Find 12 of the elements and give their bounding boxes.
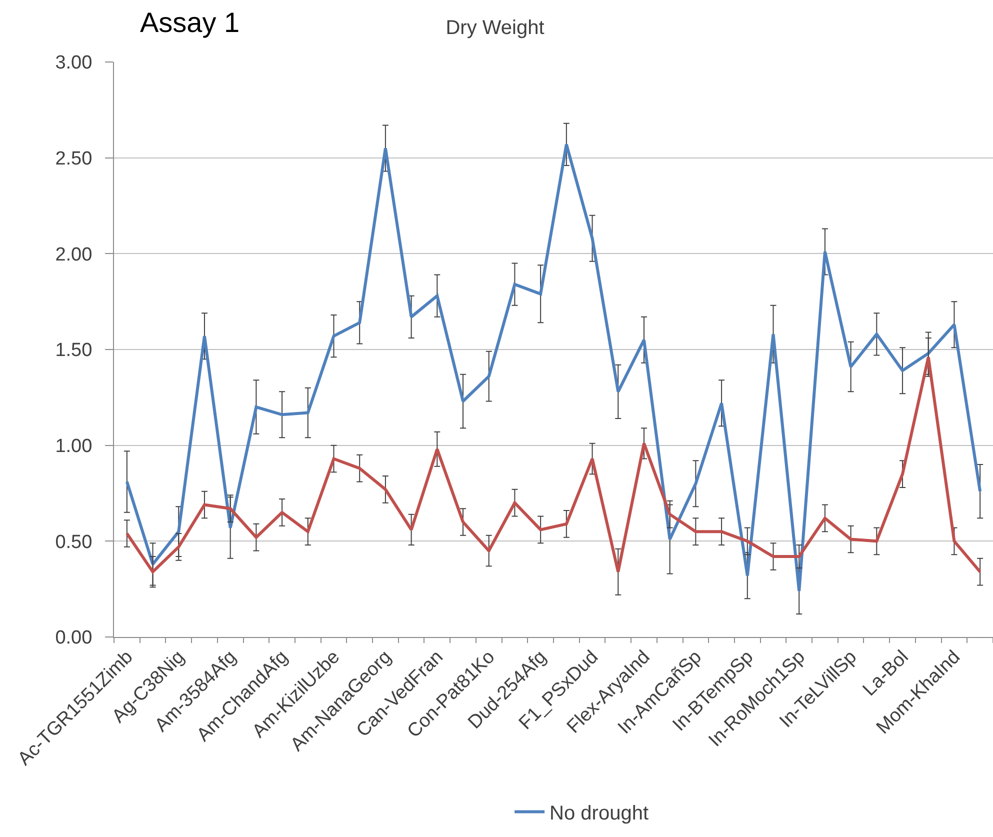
legend-label: No drought [550, 802, 649, 825]
chart-title: Dry Weight [446, 16, 545, 39]
y-tick-label: 0.00 [55, 628, 92, 649]
y-tick-label: 1.50 [55, 340, 92, 362]
line-series [125, 356, 982, 574]
text: Assay 1 [140, 7, 240, 38]
line-series [125, 142, 982, 592]
y-tick-label: 0.50 [55, 532, 92, 553]
y-tick-label: 3.00 [55, 52, 92, 74]
y-tick-label: 1.00 [55, 436, 92, 457]
y-tick-label: 2.50 [55, 148, 92, 170]
y-tick-label: 2.00 [55, 244, 92, 266]
